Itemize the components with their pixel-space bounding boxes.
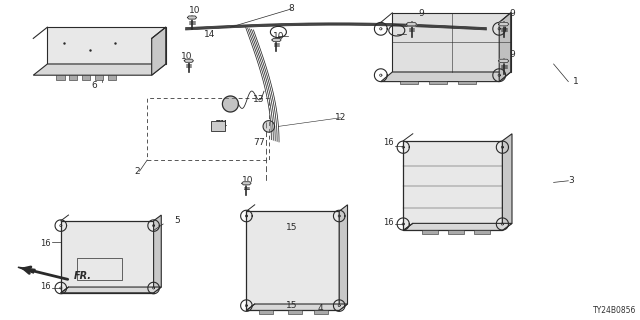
Polygon shape (499, 22, 509, 26)
Polygon shape (184, 59, 193, 62)
Polygon shape (242, 182, 251, 185)
Text: 10: 10 (181, 52, 193, 60)
Bar (77, 258, 122, 280)
Bar (61, 221, 154, 293)
Bar (69, 75, 77, 80)
Polygon shape (406, 22, 417, 26)
Text: 16: 16 (383, 218, 394, 227)
Text: 14: 14 (217, 120, 228, 129)
Bar (403, 141, 502, 230)
Bar (82, 75, 90, 80)
Text: FR.: FR. (74, 271, 92, 281)
Polygon shape (381, 72, 511, 82)
Polygon shape (392, 13, 511, 72)
Polygon shape (33, 64, 166, 75)
Bar (474, 230, 490, 234)
Text: 10: 10 (242, 176, 253, 185)
Polygon shape (272, 38, 281, 42)
Text: 8: 8 (289, 4, 294, 13)
Polygon shape (154, 215, 161, 293)
Polygon shape (499, 13, 511, 82)
Polygon shape (223, 96, 239, 112)
Bar (288, 310, 302, 314)
Text: 14: 14 (204, 30, 216, 39)
Text: 9: 9 (419, 9, 424, 18)
Text: 16: 16 (40, 239, 51, 248)
Bar (108, 75, 116, 80)
Text: TY24B0856: TY24B0856 (593, 306, 637, 315)
Bar (429, 81, 447, 84)
Text: 6: 6 (92, 81, 97, 90)
Text: 15: 15 (286, 223, 298, 232)
Polygon shape (152, 27, 166, 75)
Polygon shape (246, 304, 348, 310)
Polygon shape (499, 59, 509, 63)
Polygon shape (47, 27, 166, 64)
Text: 2: 2 (134, 167, 140, 176)
Text: 11: 11 (215, 120, 227, 129)
Bar (147, 98, 269, 160)
Polygon shape (502, 134, 512, 230)
Text: 7: 7 (258, 138, 264, 147)
Text: 13: 13 (253, 95, 265, 104)
Bar (56, 75, 65, 80)
Bar (259, 310, 273, 314)
Bar (458, 81, 476, 84)
Text: 5: 5 (175, 216, 180, 225)
Bar (211, 121, 225, 131)
Text: 9: 9 (509, 50, 515, 59)
Text: 7: 7 (253, 138, 259, 147)
Bar (246, 211, 339, 310)
Text: 10: 10 (189, 6, 201, 15)
Text: 10: 10 (273, 32, 284, 41)
Polygon shape (403, 223, 512, 230)
Polygon shape (263, 121, 275, 132)
Polygon shape (188, 16, 196, 19)
Text: 15: 15 (286, 301, 298, 310)
Bar (448, 230, 464, 234)
Polygon shape (339, 205, 348, 310)
Bar (95, 75, 103, 80)
Bar (314, 310, 328, 314)
Text: 9: 9 (509, 9, 515, 18)
Bar (422, 230, 438, 234)
Polygon shape (18, 267, 35, 273)
Text: 16: 16 (383, 138, 394, 147)
Text: 12: 12 (335, 113, 346, 122)
Text: 4: 4 (317, 304, 323, 313)
Polygon shape (61, 287, 161, 293)
Text: 1: 1 (573, 77, 579, 86)
Text: 3: 3 (568, 176, 574, 185)
Text: 16: 16 (40, 282, 51, 291)
Bar (400, 81, 418, 84)
